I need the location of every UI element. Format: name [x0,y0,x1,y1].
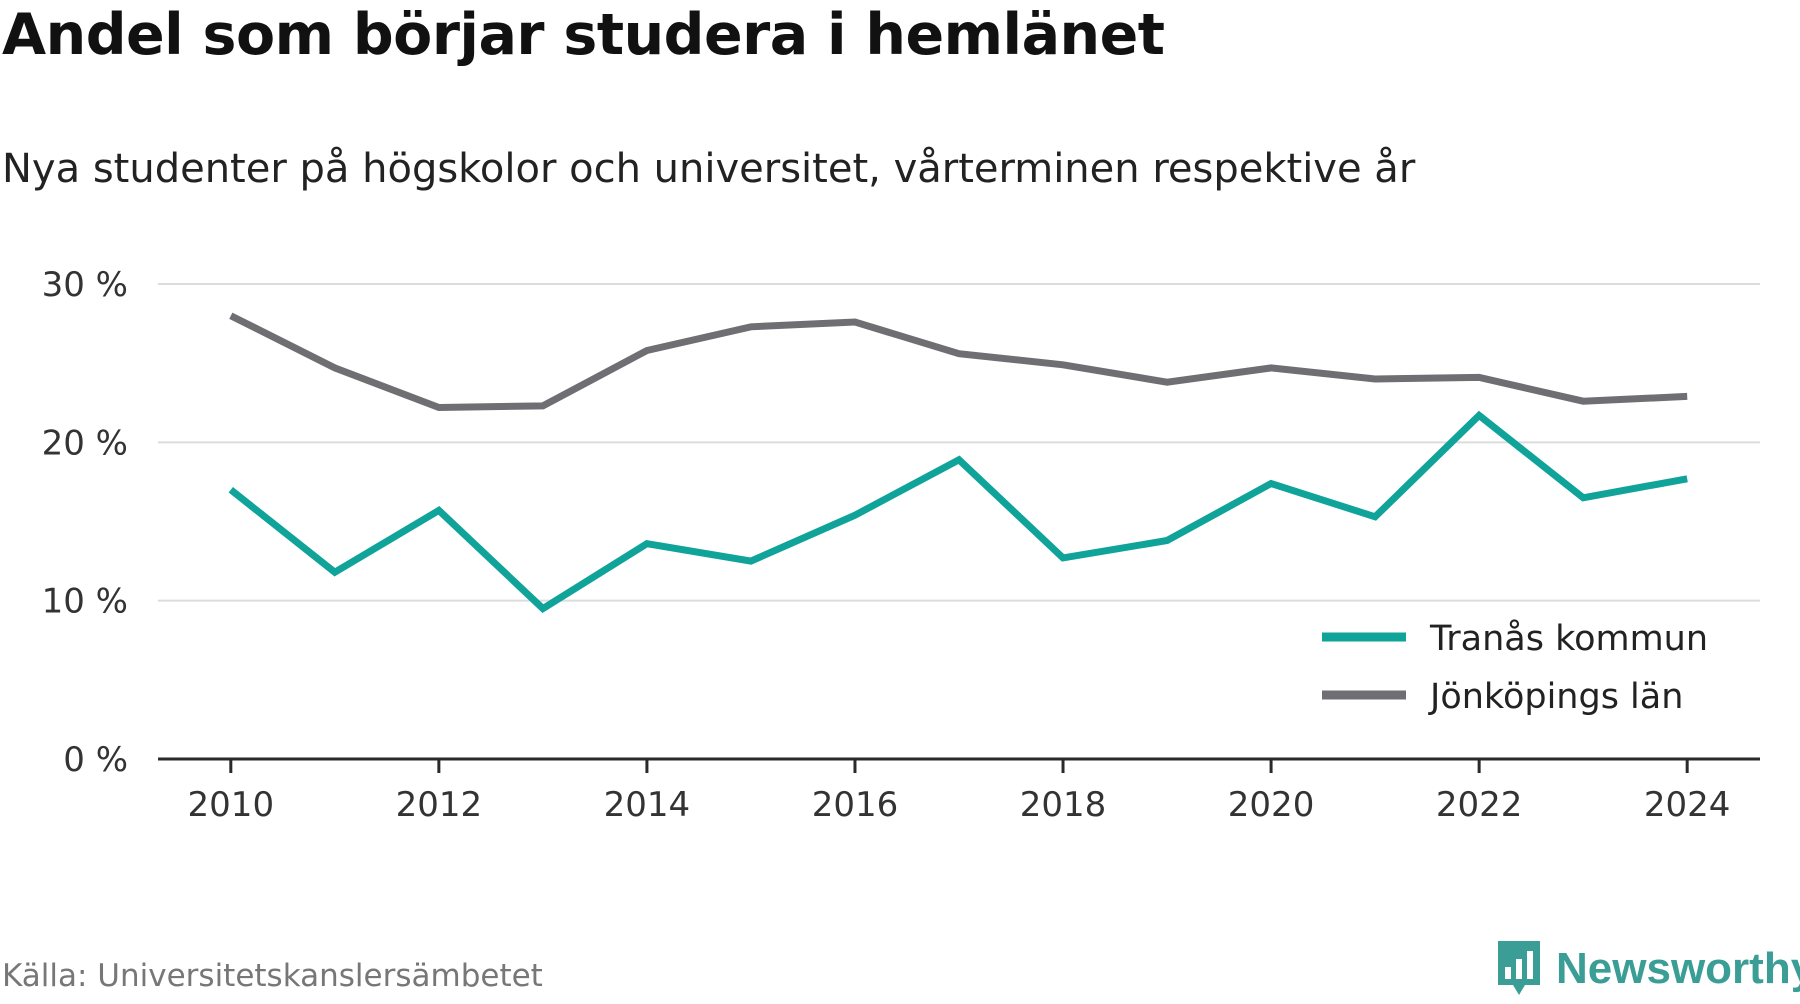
series-line-1 [228,410,1688,613]
data-point [747,323,755,331]
data-point [1475,411,1483,419]
y-tick-label: 20 % [42,423,128,463]
data-point [1579,397,1587,405]
data-point [643,347,651,355]
data-point [435,404,443,412]
source-note: Källa: Universitetskanslersämbetet [2,958,543,994]
y-tick-label: 30 % [42,265,128,305]
data-point [539,402,547,410]
data-point [1163,378,1171,386]
data-point [1579,494,1587,502]
gridlines [158,283,1760,602]
chart-subtitle: Nya studenter på högskolor och universit… [2,146,1416,192]
data-point [227,486,235,494]
data-point [331,568,339,576]
data-point [1371,375,1379,383]
legend: Tranås kommun Jönköpings län [1322,618,1708,717]
y-axis-ticks: 0 % 10 % 20 % 30 % [42,265,128,780]
x-tick-label: 2020 [1228,785,1315,825]
brand-name: Newsworthy [1556,944,1800,993]
data-point [1683,475,1691,483]
data-point [1683,392,1691,400]
data-point [643,540,651,548]
data-point [1163,537,1171,545]
data-point [539,605,547,613]
data-point [1267,480,1275,488]
newsworthy-logo-icon [1498,941,1540,995]
series-line-2 [229,312,1688,412]
data-point [1371,513,1379,521]
x-axis: 2010 2012 2014 2016 2018 2020 2022 2024 [158,757,1760,825]
y-tick-label: 0 % [63,740,128,780]
brand-logo: Newsworthy [1494,934,1800,1004]
data-point [955,350,963,358]
data-point [227,312,235,320]
data-point [851,318,859,326]
data-point [1059,361,1067,369]
legend-label: Jönköpings län [1428,677,1683,717]
x-tick-label: 2018 [1020,785,1107,825]
chart-title: Andel som börjar studera i hemlänet [2,2,1165,68]
x-tick-label: 2024 [1644,785,1731,825]
line-chart: 0 % 10 % 20 % 30 % 2010 2012 2014 2016 2018 2020… [42,265,1760,825]
data-point [1059,554,1067,562]
data-point [1475,373,1483,381]
x-tick-label: 2012 [396,785,483,825]
data-point [1267,364,1275,372]
data-point [955,456,963,464]
data-point [851,511,859,519]
data-point [435,506,443,514]
x-tick-label: 2022 [1436,785,1523,825]
legend-label: Tranås kommun [1429,618,1708,659]
x-tick-label: 2010 [188,785,275,825]
data-point [747,557,755,565]
x-tick-label: 2014 [604,785,691,825]
data-point [331,364,339,372]
x-tick-label: 2016 [812,785,899,825]
y-tick-label: 10 % [42,582,128,622]
series-lines [227,312,1691,613]
